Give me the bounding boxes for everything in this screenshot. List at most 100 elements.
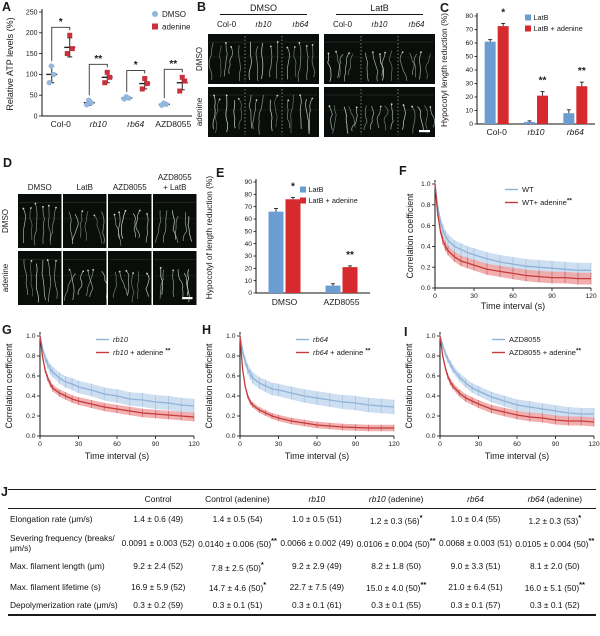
chart-tspan: 50	[244, 229, 252, 236]
series-line	[434, 183, 591, 280]
x-tick-label: 30	[75, 441, 83, 448]
seedling	[159, 269, 165, 299]
y-tick-label: 0	[34, 113, 38, 120]
actin-dynamics-table: Control Control (adenine) rb10 rb10 (adenin…	[8, 489, 596, 616]
panel-label-e: E	[216, 166, 225, 180]
chart-tspan: AZD8055	[155, 119, 191, 129]
series-line	[239, 335, 394, 429]
table-cell: 0.3 ± 0.1 (51)	[212, 600, 263, 611]
legend-label: DMSO	[162, 10, 186, 19]
treatment-column-label: AZD8055	[158, 173, 192, 182]
seedling	[343, 52, 350, 82]
significance-stars: **	[578, 66, 586, 77]
seedling	[363, 105, 368, 131]
seedling	[299, 95, 302, 130]
chart-circle	[55, 259, 57, 262]
significance-stars: *	[59, 17, 63, 28]
data-point	[179, 74, 185, 80]
seedling-image	[108, 251, 152, 305]
seedling	[72, 214, 79, 244]
column-header: Control (adenine)	[196, 489, 279, 510]
chart-tspan: 30	[465, 81, 473, 88]
significance-stars: *	[291, 181, 295, 192]
seedling	[348, 53, 354, 76]
chart-circle	[146, 272, 148, 275]
chart-circle	[93, 214, 96, 217]
chart-circle	[87, 269, 89, 272]
y-axis-label: Hypocotyl length reduction (%)	[439, 13, 449, 127]
table-cell: 1.2 ± 0.3 (53)*	[528, 512, 582, 526]
chart-tspan: 0.4	[226, 393, 236, 400]
legend-marker	[525, 25, 531, 32]
x-category-label: rb64	[567, 127, 584, 137]
seedling	[22, 208, 26, 244]
table-cell: 1.0 ± 0.5 (51)	[291, 514, 342, 525]
chart-tspan: **	[539, 76, 547, 87]
seedling	[119, 271, 128, 295]
chart-circle	[132, 272, 134, 274]
chart-circle	[379, 53, 381, 56]
chart-tspan: 0.2	[226, 413, 236, 420]
treatment-group-title: DMSO	[250, 3, 277, 13]
y-tick-label: 100	[26, 72, 38, 79]
chart-tspan: 250	[26, 9, 38, 16]
seedling	[275, 42, 279, 80]
column-header: rb10 (adenine)	[355, 489, 438, 510]
chart-tspan: 0.0	[421, 285, 431, 292]
chart-tspan: rb10	[255, 20, 272, 29]
chart-tspan: adenine	[195, 97, 204, 126]
treatment-row-label: DMSO	[195, 47, 204, 71]
significance-stars: *	[134, 60, 138, 71]
seedling	[215, 99, 220, 134]
chart-tspan: DMSO	[272, 297, 298, 307]
bar	[497, 26, 509, 124]
y-axis-label: Correlation coefficient	[4, 343, 14, 428]
chart-circle	[390, 103, 393, 106]
table-cell: 22.7 ± 7.5 (49)	[289, 581, 345, 592]
panel-a-atp-scatter-chart: 0 50 100 150 200 250 Relative ATP levels (%) Co…	[5, 9, 192, 129]
chart-tspan: 0	[469, 121, 473, 128]
chart-circle	[293, 46, 296, 48]
chart-tspan: 60	[509, 293, 517, 300]
chart-tspan: 0.8	[26, 353, 36, 360]
seedling	[79, 211, 83, 238]
seedling	[136, 271, 140, 300]
y-tick-label: 30	[244, 253, 252, 260]
seedling	[130, 273, 135, 303]
seedling	[48, 205, 52, 241]
series-line	[439, 335, 595, 423]
panel-h-correlation-chart: 0.0 0.2 0.4 0.6 0.8 1.0 0 30 60 90 120 Correlation …	[204, 332, 400, 461]
seedling	[337, 53, 344, 79]
legend-label: rb64 + adenine **	[313, 348, 371, 358]
y-tick-label: 0.6	[226, 373, 236, 380]
seedling	[101, 211, 105, 244]
chart-circle	[225, 94, 228, 97]
y-tick-label: 80	[465, 13, 473, 20]
y-axis-label: Correlation coefficient	[404, 343, 414, 428]
seedling	[399, 51, 408, 81]
series-line	[39, 335, 195, 407]
chart-tspan: rb64	[313, 348, 328, 357]
table-row: Max. filament lifetime (s) 16.9 ± 5.9 (52…	[8, 577, 596, 597]
chart-circle	[118, 270, 121, 273]
row-label: Elongation rate (μm/s)	[10, 514, 93, 525]
significance-bracket	[88, 63, 108, 96]
significance-bracket	[126, 70, 146, 92]
chart-tspan: Correlation coefficient	[4, 343, 14, 428]
y-tick-label: 0.8	[226, 353, 236, 360]
seedling	[424, 105, 429, 134]
x-tick-label: 0	[433, 293, 437, 300]
seedling	[85, 269, 94, 297]
seedling	[411, 106, 416, 134]
y-tick-label: 0.2	[426, 413, 436, 420]
legend-label: WT	[522, 185, 534, 194]
chart-tspan: 1.0	[226, 333, 236, 340]
y-axis-label: Relative ATP levels (%)	[5, 17, 15, 110]
chart-tspan: 0.2	[426, 413, 436, 420]
chart-tspan: 20	[244, 266, 252, 273]
chart-tspan: 0.4	[26, 393, 36, 400]
chart-tspan: 50	[465, 54, 473, 61]
chart-tspan: rb64	[408, 20, 425, 29]
chart-circle	[276, 94, 279, 97]
